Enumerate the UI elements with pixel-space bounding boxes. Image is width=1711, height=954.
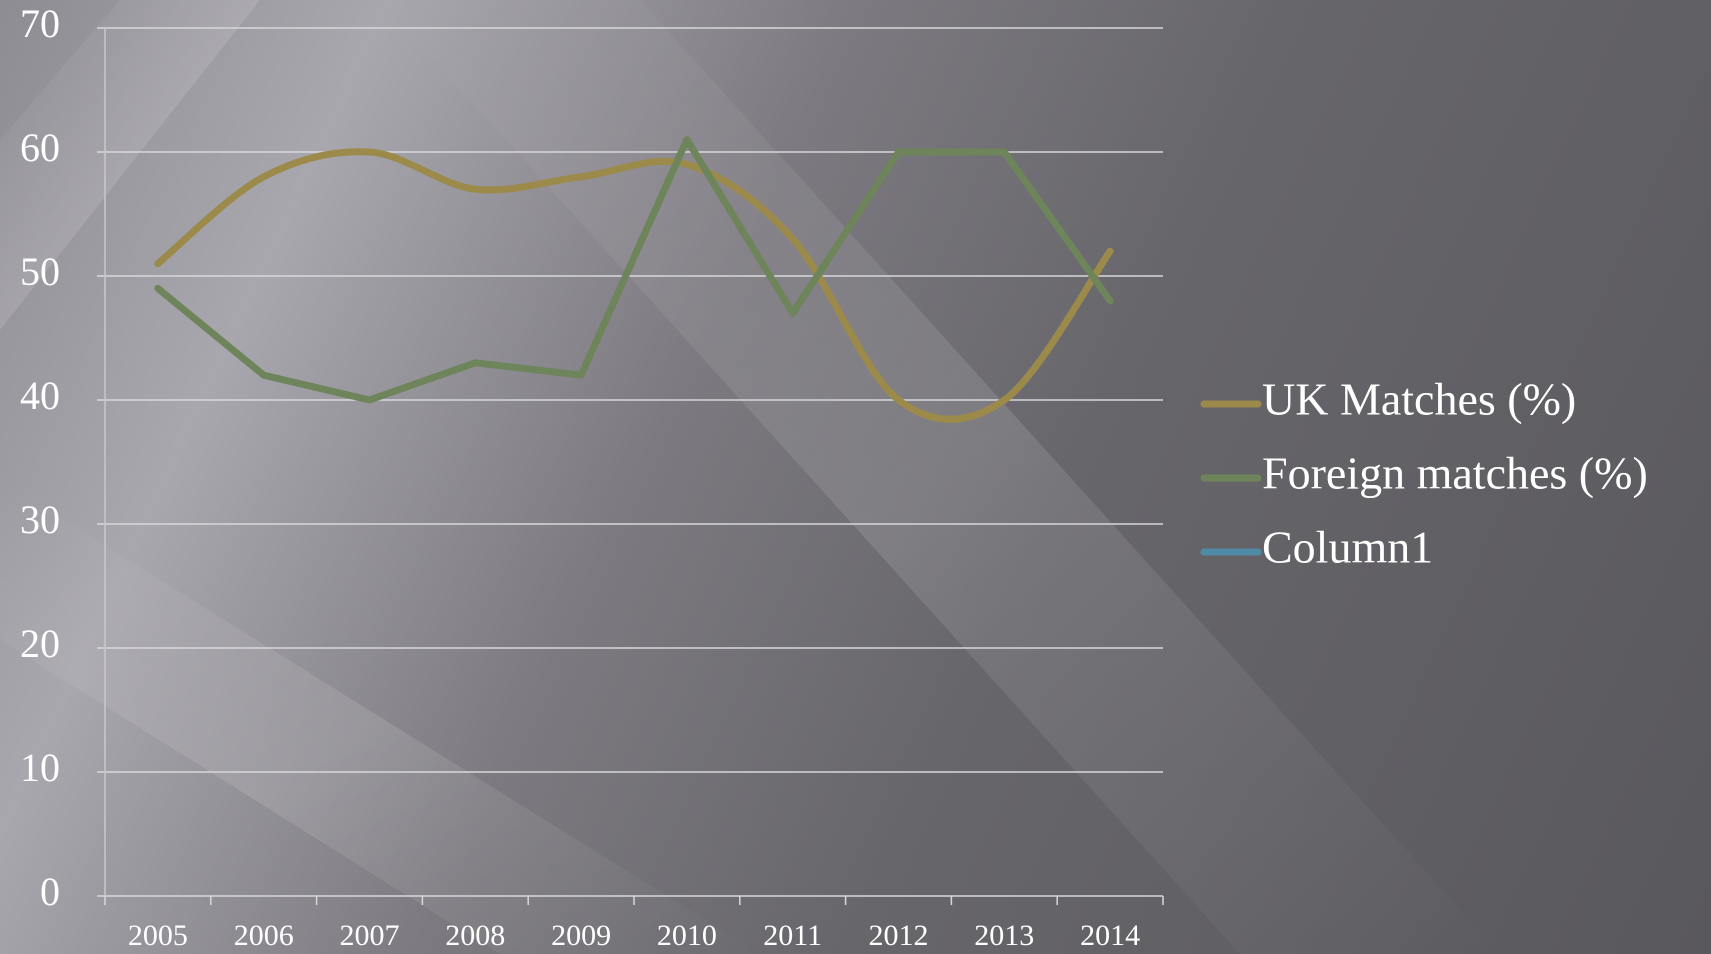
y-tick-label: 60 bbox=[20, 125, 60, 170]
background-streaks bbox=[0, 0, 1500, 954]
x-tick-label: 2007 bbox=[340, 919, 400, 952]
legend-label: Foreign matches (%) bbox=[1262, 448, 1648, 499]
y-tick-label: 20 bbox=[20, 621, 60, 666]
y-tick-label: 10 bbox=[20, 745, 60, 790]
x-tick-label: 2013 bbox=[974, 919, 1034, 952]
x-tick-label: 2008 bbox=[445, 919, 505, 952]
y-tick-label: 50 bbox=[20, 249, 60, 294]
plot-area: 0 10 20 30 40 50 60 70 2005 2006 2007 2008 2009 2010 2… bbox=[20, 1, 1648, 952]
x-tick-label: 2014 bbox=[1080, 919, 1140, 952]
legend-label: UK Matches (%) bbox=[1262, 374, 1576, 425]
x-tick-label: 2009 bbox=[551, 919, 611, 952]
y-tick-label: 70 bbox=[20, 1, 60, 46]
x-tick-label: 2012 bbox=[869, 919, 929, 952]
x-tick-label: 2011 bbox=[763, 919, 822, 952]
legend-label: Column1 bbox=[1262, 522, 1433, 573]
y-tick-label: 0 bbox=[40, 869, 60, 914]
y-tick-label: 30 bbox=[20, 497, 60, 542]
x-tick-label: 2005 bbox=[128, 919, 188, 952]
series-line bbox=[154, 148, 1114, 423]
series-line bbox=[154, 136, 1114, 404]
x-tick-label: 2006 bbox=[234, 919, 294, 952]
y-tick-label: 40 bbox=[20, 373, 60, 418]
x-tick-label: 2010 bbox=[657, 919, 717, 952]
